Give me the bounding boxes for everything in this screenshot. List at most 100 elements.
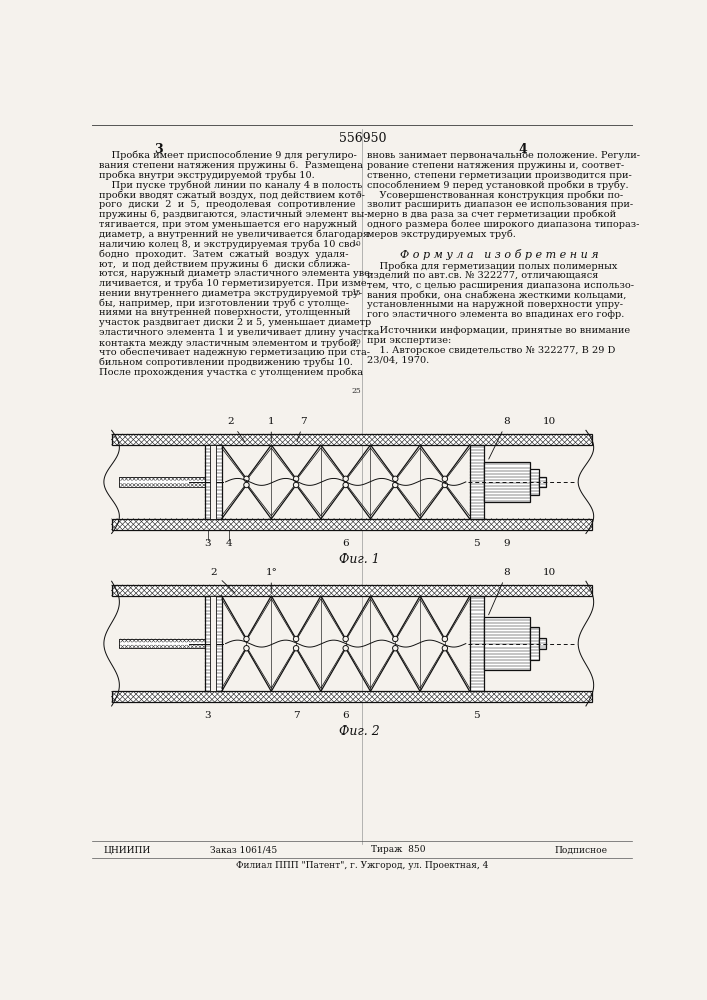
Bar [539, 638, 546, 649]
Circle shape [392, 476, 398, 482]
Text: ственно, степени герметизации производится при-: ственно, степени герметизации производит… [368, 171, 632, 180]
Bar [530, 627, 539, 660]
Text: зволит расширить диапазон ее использования при-: зволит расширить диапазон ее использован… [368, 200, 633, 209]
Text: ниями на внутренней поверхности, утолщенный: ниями на внутренней поверхности, утолщен… [99, 308, 351, 317]
Text: при экспертизе:: при экспертизе: [368, 336, 452, 345]
Text: 5: 5 [474, 711, 480, 720]
Bar [530, 469, 539, 495]
Circle shape [244, 636, 249, 642]
Text: 7: 7 [293, 711, 299, 720]
Bar [469, 596, 484, 691]
Text: пробки вводят сжатый воздух, под действием кото-: пробки вводят сжатый воздух, под действи… [99, 190, 365, 200]
Text: 8: 8 [489, 417, 510, 459]
Text: При пуске трубной линии по каналу 4 в полость: При пуске трубной линии по каналу 4 в по… [99, 180, 363, 190]
Text: диаметр, а внутренний не увеличивается благодаря: диаметр, а внутренний не увеличивается б… [99, 230, 369, 239]
Bar [484, 462, 530, 502]
Circle shape [392, 646, 398, 651]
Text: ют,  и под действием пружины 6  диски сближа-: ют, и под действием пружины 6 диски сбли… [99, 259, 350, 269]
Text: 5: 5 [356, 190, 361, 198]
Text: одного размера более широкого диапазона типораз-: одного размера более широкого диапазона … [368, 220, 640, 229]
Text: эластичного элемента 1 и увеличивает длину участка: эластичного элемента 1 и увеличивает дли… [99, 328, 380, 337]
Text: 6: 6 [342, 539, 349, 548]
Text: 3: 3 [154, 143, 163, 156]
Text: 15: 15 [351, 289, 361, 297]
Text: 1: 1 [268, 417, 274, 441]
Text: что обеспечивает надежную герметизацию при ста-: что обеспечивает надежную герметизацию п… [99, 348, 370, 357]
Text: бодно  проходит.  Затем  сжатый  воздух  удаля-: бодно проходит. Затем сжатый воздух удал… [99, 249, 349, 259]
Circle shape [392, 482, 398, 488]
Text: тягивается, при этом уменьшается его наружный: тягивается, при этом уменьшается его нар… [99, 220, 357, 229]
Text: 5: 5 [474, 539, 480, 548]
Text: вания степени натяжения пружины 6.  Размещена: вания степени натяжения пружины 6. Разме… [99, 161, 363, 170]
Text: вания пробки, она снабжена жесткими кольцами,: вания пробки, она снабжена жесткими коль… [368, 291, 626, 300]
Text: 20: 20 [351, 338, 361, 346]
Text: бы, например, при изготовлении труб с утолще-: бы, например, при изготовлении труб с ут… [99, 299, 349, 308]
Text: Заказ 1061/45: Заказ 1061/45 [210, 845, 277, 854]
Text: 7: 7 [297, 417, 307, 442]
Text: Источники информации, принятые во внимание: Источники информации, принятые во вниман… [368, 326, 631, 335]
Text: Пробка имеет приспособление 9 для регулиро-: Пробка имеет приспособление 9 для регули… [99, 151, 357, 160]
Text: 3: 3 [204, 539, 211, 548]
Circle shape [392, 636, 398, 642]
Circle shape [343, 482, 349, 488]
Text: Фиг. 2: Фиг. 2 [339, 725, 380, 738]
Text: нении внутреннего диаметра экструдируемой тру-: нении внутреннего диаметра экструдируемо… [99, 289, 363, 298]
Circle shape [442, 482, 448, 488]
Text: вновь занимает первоначальное положение. Регули-: вновь занимает первоначальное положение.… [368, 151, 641, 160]
Bar [112, 519, 592, 530]
Text: пробка внутри экструдируемой трубы 10.: пробка внутри экструдируемой трубы 10. [99, 171, 315, 180]
Text: тем, что, с целью расширения диапазона использо-: тем, что, с целью расширения диапазона и… [368, 281, 634, 290]
Text: 25: 25 [351, 387, 361, 395]
Text: пружины 6, раздвигаются, эластичный элемент вы-: пружины 6, раздвигаются, эластичный элем… [99, 210, 368, 219]
Bar [539, 477, 546, 487]
Circle shape [343, 646, 349, 651]
Circle shape [442, 476, 448, 482]
Text: 10: 10 [543, 417, 556, 426]
Circle shape [293, 476, 299, 482]
Circle shape [293, 646, 299, 651]
Text: установленными на наружной поверхности упру-: установленными на наружной поверхности у… [368, 300, 624, 309]
Text: контакта между эластичным элементом и трубой,: контакта между эластичным элементом и тр… [99, 338, 360, 348]
Text: 556950: 556950 [339, 132, 386, 145]
Text: 1°: 1° [265, 568, 277, 592]
Bar [484, 617, 530, 670]
Text: 8: 8 [489, 568, 510, 615]
Circle shape [244, 646, 249, 651]
Text: изделий по авт.св. № 322277, отличающаяся: изделий по авт.св. № 322277, отличающаяс… [368, 271, 599, 280]
Circle shape [442, 636, 448, 642]
Bar [469, 445, 484, 519]
Text: ЦНИИПИ: ЦНИИПИ [104, 845, 151, 854]
Text: 9: 9 [503, 539, 510, 548]
Circle shape [343, 476, 349, 482]
Circle shape [442, 646, 448, 651]
Text: участок раздвигает диски 2 и 5, уменьшает диаметр: участок раздвигает диски 2 и 5, уменьшае… [99, 318, 371, 327]
Text: меров экструдируемых труб.: меров экструдируемых труб. [368, 230, 516, 239]
Text: Филиал ППП "Патент", г. Ужгород, ул. Проектная, 4: Филиал ППП "Патент", г. Ужгород, ул. Про… [235, 861, 488, 870]
Circle shape [244, 482, 249, 488]
Text: мерно в два раза за счет герметизации пробкой: мерно в два раза за счет герметизации пр… [368, 210, 617, 219]
Text: бильном сопротивлении продвижению трубы 10.: бильном сопротивлении продвижению трубы … [99, 358, 353, 367]
Text: способлением 9 перед установкой пробки в трубу.: способлением 9 перед установкой пробки в… [368, 180, 629, 190]
Bar [204, 445, 222, 519]
Text: 10: 10 [543, 568, 556, 577]
Text: Усовершенствованная конструкция пробки по-: Усовершенствованная конструкция пробки п… [368, 190, 624, 200]
Text: 4: 4 [226, 539, 233, 548]
Text: 2: 2 [228, 417, 245, 442]
Text: Фиг. 1: Фиг. 1 [339, 553, 380, 566]
Text: гого эластичного элемента во впадинах его гофр.: гого эластичного элемента во впадинах ег… [368, 310, 625, 319]
Text: Пробка для герметизации полых полимерных: Пробка для герметизации полых полимерных [368, 261, 618, 271]
Text: Ф о р м у л а   и з о б р е т е н и я: Ф о р м у л а и з о б р е т е н и я [400, 249, 598, 260]
Text: 1. Авторское свидетельство № 322277, В 29 D: 1. Авторское свидетельство № 322277, В 2… [368, 346, 616, 355]
Circle shape [244, 476, 249, 482]
Text: 23/04, 1970.: 23/04, 1970. [368, 356, 430, 365]
Text: 3: 3 [204, 711, 211, 720]
Circle shape [343, 636, 349, 642]
Text: Тираж  850: Тираж 850 [371, 845, 426, 854]
Bar [112, 585, 592, 596]
Bar [112, 691, 592, 702]
Text: После прохождения участка с утолщением пробка: После прохождения участка с утолщением п… [99, 368, 363, 377]
Text: ются, наружный диаметр эластичного элемента уве-: ются, наружный диаметр эластичного элеме… [99, 269, 373, 278]
Text: личивается, и труба 10 герметизируется. При изме-: личивается, и труба 10 герметизируется. … [99, 279, 370, 288]
Text: 10: 10 [351, 240, 361, 248]
Circle shape [293, 482, 299, 488]
